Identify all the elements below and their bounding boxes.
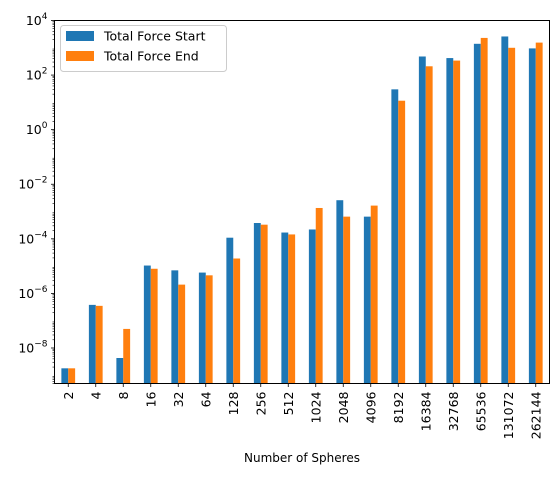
bar-end-128 <box>233 258 241 384</box>
x-tick-label: 65536 <box>473 391 488 431</box>
x-tick-label: 32768 <box>446 391 461 431</box>
bar-start-128 <box>226 237 234 384</box>
y-tick-label: 100 <box>26 121 48 137</box>
bar-start-512 <box>281 232 289 384</box>
bar-start-262144 <box>528 48 536 384</box>
bar-end-8192 <box>398 100 406 384</box>
y-tick-label: 10−6 <box>18 285 47 301</box>
bar-end-32768 <box>453 60 461 384</box>
x-tick-label: 512 <box>281 392 296 416</box>
x-tick-label: 64 <box>198 391 213 407</box>
x-tick-label: 16 <box>143 391 158 407</box>
bar-end-131072 <box>508 47 516 384</box>
bar-start-65536 <box>473 43 481 384</box>
x-tick-label: 262144 <box>528 391 543 439</box>
x-tick-label: 32 <box>171 392 186 408</box>
x-tick-label: 256 <box>253 391 268 415</box>
bar-start-2 <box>61 368 69 384</box>
x-tick-label: 131072 <box>501 392 516 440</box>
bar-start-4096 <box>363 216 371 384</box>
bar-end-64 <box>205 275 213 384</box>
bars <box>61 36 543 384</box>
bar-start-1024 <box>308 229 316 384</box>
x-tick-label: 4 <box>88 391 103 399</box>
bar-end-4 <box>95 305 103 384</box>
bar-start-2048 <box>336 200 344 384</box>
bar-end-16384 <box>425 66 433 384</box>
bar-start-64 <box>198 272 206 384</box>
bar-start-32 <box>171 270 179 384</box>
x-tick-label: 8 <box>116 391 131 399</box>
x-tick-label: 16384 <box>418 391 433 431</box>
bar-end-2048 <box>343 216 351 384</box>
bar-start-8192 <box>391 89 399 384</box>
bar-end-1024 <box>315 207 323 384</box>
bar-start-8 <box>116 358 124 384</box>
x-tick-label: 8192 <box>391 392 406 424</box>
legend-label-start: Total Force Start <box>103 29 206 44</box>
y-tick-label: 10−2 <box>18 176 47 192</box>
bar-start-16 <box>143 265 151 384</box>
x-axis-label: Number of Spheres <box>244 451 360 465</box>
legend-swatch-start <box>66 31 94 41</box>
axes-frame <box>54 20 550 384</box>
bar-start-16384 <box>418 56 426 384</box>
bar-end-32 <box>178 284 186 384</box>
x-tick-label: 1024 <box>308 391 323 423</box>
bar-end-4096 <box>370 205 378 384</box>
bar-end-65536 <box>480 37 488 384</box>
bar-start-131072 <box>501 36 509 384</box>
bar-start-32768 <box>446 58 454 384</box>
legend-label-end: Total Force End <box>103 49 199 64</box>
x-tick-label: 2 <box>61 392 76 400</box>
bar-start-4 <box>88 304 96 384</box>
legend-swatch-end <box>66 51 94 61</box>
bar-end-256 <box>260 224 268 384</box>
x-tick-label: 128 <box>226 391 241 415</box>
bar-end-2 <box>68 368 76 384</box>
legend-box <box>60 25 227 72</box>
y-tick-label: 10−8 <box>18 339 47 355</box>
x-axis: 2 4 8 16 32 64 128 256 512 1024 2048 4096 8192 16384 3… <box>61 383 543 440</box>
x-tick-label: 4096 <box>363 391 378 423</box>
bar-start-256 <box>253 223 261 384</box>
x-tick-label: 2048 <box>336 391 351 423</box>
y-tick-label: 102 <box>26 67 48 83</box>
legend: Total Force Start Total Force End <box>60 25 227 72</box>
bar-end-262144 <box>535 42 543 384</box>
y-tick-label: 10−4 <box>18 230 47 246</box>
bar-end-512 <box>288 234 296 384</box>
bar-end-8 <box>123 328 131 384</box>
y-tick-label: 104 <box>26 12 48 28</box>
bar-end-16 <box>150 268 158 384</box>
